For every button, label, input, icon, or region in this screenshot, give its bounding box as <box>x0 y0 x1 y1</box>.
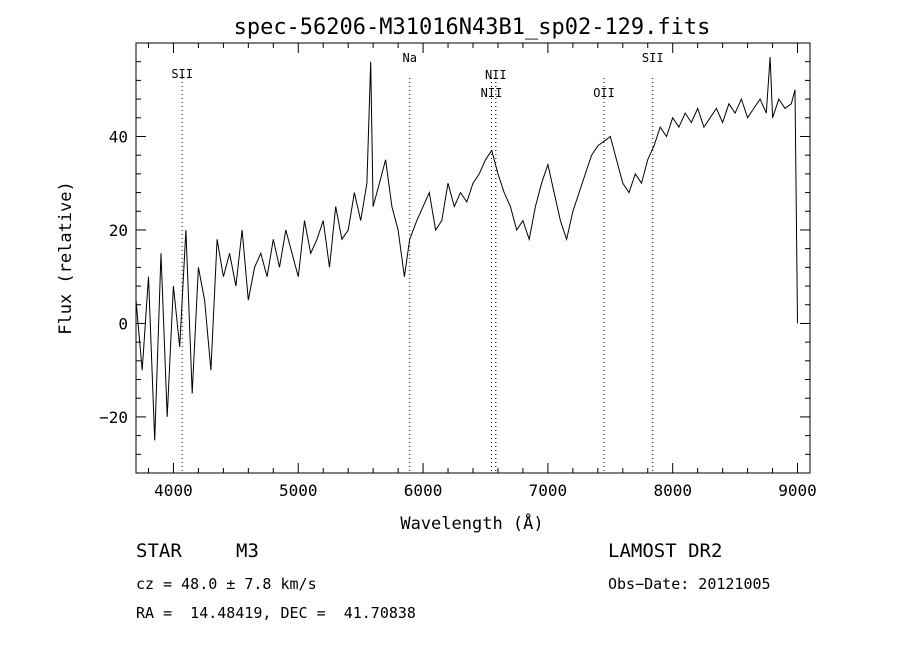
spectral-line-label: SII <box>171 67 193 81</box>
axis-ticks <box>136 43 810 473</box>
spectral-line-markers: SII Na NII NII OII SII <box>171 51 664 473</box>
x-tick-label: 6000 <box>404 481 443 500</box>
x-tick-label: 8000 <box>653 481 692 500</box>
x-tick-labels: 4000 5000 6000 7000 8000 9000 <box>154 481 817 500</box>
object-subclass: M3 <box>236 540 259 562</box>
spectral-line-label: Na <box>402 51 416 65</box>
spectral-line-label: SII <box>642 51 664 65</box>
y-tick-labels: −20 0 20 40 <box>99 127 128 426</box>
redshift-velocity: cz = 48.0 ± 7.8 km/s <box>136 575 317 593</box>
y-tick-label: 20 <box>109 221 128 240</box>
survey-name: LAMOST DR2 <box>608 540 723 562</box>
y-tick-label: −20 <box>99 408 128 427</box>
observation-date: Obs−Date: 20121005 <box>608 575 771 593</box>
x-tick-label: 4000 <box>154 481 193 500</box>
spectral-line-label: OII <box>593 86 615 100</box>
x-tick-label: 9000 <box>778 481 817 500</box>
ra-dec-coordinates: RA = 14.48419, DEC = 41.70838 <box>136 604 416 622</box>
spectral-line-label: NII <box>485 68 507 82</box>
y-tick-label: 40 <box>109 127 128 146</box>
y-axis-label: Flux (relative) <box>56 181 76 335</box>
plot-frame <box>135 42 811 474</box>
spectrum-line <box>135 56 798 441</box>
spectral-line-label: NII <box>481 86 503 100</box>
y-tick-label: 0 <box>118 314 128 333</box>
x-tick-label: 7000 <box>529 481 568 500</box>
x-tick-label: 5000 <box>279 481 318 500</box>
chart-title: spec-56206-M31016N43B1_sp02-129.fits <box>234 15 711 40</box>
object-class: STAR <box>136 540 182 562</box>
x-axis-label: Wavelength (Å) <box>400 512 543 534</box>
